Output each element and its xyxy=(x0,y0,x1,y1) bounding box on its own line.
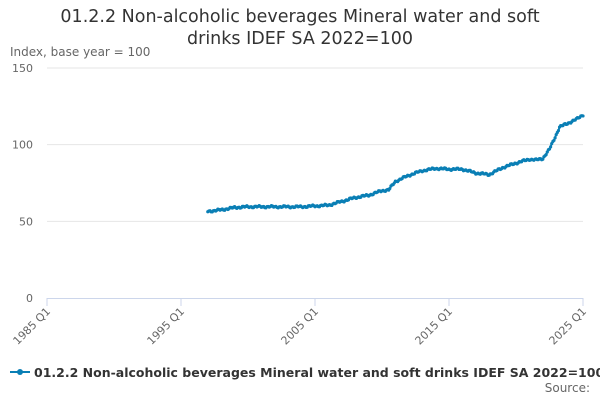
y-tick-label: 100 xyxy=(12,139,33,152)
x-tick-label: 2015 Q1 xyxy=(413,305,456,348)
x-tick-label: 1995 Q1 xyxy=(145,305,188,348)
grid-lines xyxy=(47,67,583,222)
data-point[interactable] xyxy=(556,128,561,133)
y-tick-label: 0 xyxy=(26,292,33,305)
x-tick-labels: 1985 Q1 1995 Q1 2005 Q1 2015 Q1 2025 Q1 xyxy=(11,305,590,348)
y-axis-title: Index, base year = 100 xyxy=(10,45,151,59)
x-tick-label: 2025 Q1 xyxy=(547,305,590,348)
source-credit[interactable]: Source: xyxy=(544,381,590,395)
legend[interactable]: 01.2.2 Non-alcoholic beverages Mineral w… xyxy=(10,364,600,380)
data-point[interactable] xyxy=(549,145,553,149)
data-point[interactable] xyxy=(581,114,585,118)
legend-label: 01.2.2 Non-alcoholic beverages Mineral w… xyxy=(34,364,600,380)
x-axis xyxy=(46,298,584,306)
series-line[interactable] xyxy=(207,114,584,213)
chart-title-line-1: 01.2.2 Non-alcoholic beverages Mineral w… xyxy=(60,7,540,27)
legend-swatch xyxy=(10,364,30,380)
x-tick-label: 1985 Q1 xyxy=(11,305,54,348)
data-point[interactable] xyxy=(553,136,557,140)
y-tick-labels: 0 50 100 150 xyxy=(12,62,33,305)
data-point[interactable] xyxy=(544,153,548,157)
data-point[interactable] xyxy=(541,157,545,161)
legend-marker xyxy=(17,369,23,375)
chart-title: 01.2.2 Non-alcoholic beverages Mineral w… xyxy=(0,6,600,50)
series-layer xyxy=(206,114,585,214)
y-tick-label: 150 xyxy=(12,62,33,75)
chart-title-line-2: drinks IDEF SA 2022=100 xyxy=(187,29,413,49)
data-point[interactable] xyxy=(388,186,392,191)
y-tick-label: 50 xyxy=(19,215,33,228)
x-tick-label: 2005 Q1 xyxy=(279,305,322,348)
data-point[interactable] xyxy=(552,138,556,142)
